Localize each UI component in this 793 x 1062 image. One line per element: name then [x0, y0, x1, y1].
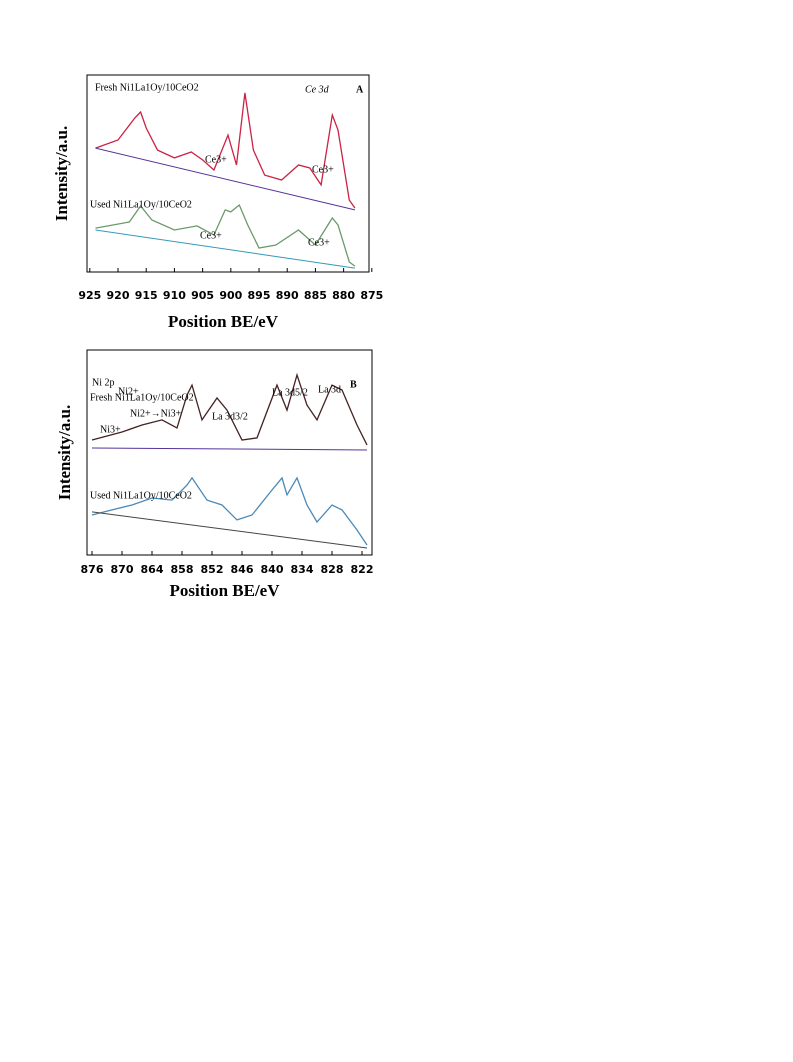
- annotation: Ce3+: [205, 154, 227, 165]
- x-tick-label: 858: [171, 563, 194, 576]
- annotation: B: [350, 379, 357, 390]
- y-axis-title: Intensity/a.u.: [55, 405, 74, 500]
- annotation: La 3d5/2: [272, 387, 308, 398]
- spectrum-line: [91, 372, 368, 446]
- x-tick-label: 870: [111, 563, 134, 576]
- annotation: Fresh Ni1La1Oy/10CeO2: [90, 392, 194, 403]
- annotation: La 3d3/2: [212, 411, 248, 422]
- y-axis-title: Intensity/a.u.: [52, 126, 71, 221]
- annotation: Ni2+: [118, 386, 139, 397]
- x-tick-label: 852: [201, 563, 224, 576]
- x-tick-label: 920: [107, 289, 130, 302]
- x-tick-label: 880: [332, 289, 355, 302]
- annotation: Ni 2p: [92, 377, 115, 388]
- plot-frame: [86, 349, 373, 556]
- x-tick-label: 900: [219, 289, 242, 302]
- x-tick-label: 840: [261, 563, 284, 576]
- annotation: Ce3+: [308, 237, 330, 248]
- spectrum-line: [91, 476, 368, 546]
- x-tick-label: 864: [141, 563, 164, 576]
- annotation: Ce3+: [200, 230, 222, 241]
- annotation: Ce3+: [312, 164, 334, 175]
- spectrum-line: [95, 147, 356, 211]
- annotation: Ce 3d: [305, 84, 330, 95]
- x-tick-label: 910: [163, 289, 186, 302]
- spectrum-line: [95, 92, 356, 209]
- annotation: Fresh Ni1La1Oy/10CeO2: [95, 82, 199, 93]
- x-tick-label: 834: [291, 563, 314, 576]
- spectrum-line: [95, 203, 356, 267]
- annotation: La 3d: [318, 384, 341, 395]
- plot-frame: [86, 74, 370, 273]
- spectrum-line: [91, 447, 368, 451]
- x-tick-label: 890: [276, 289, 299, 302]
- spectrum-line: [91, 511, 368, 549]
- annotation: A: [356, 84, 364, 95]
- x-tick-label: 905: [191, 289, 214, 302]
- x-tick-label: 895: [248, 289, 271, 302]
- x-tick-label: 822: [351, 563, 374, 576]
- x-tick-label: 915: [135, 289, 158, 302]
- annotation: Ni2+→Ni3+: [130, 408, 182, 419]
- x-tick-label: 875: [360, 289, 383, 302]
- x-tick-label: 828: [321, 563, 344, 576]
- x-axis-title: Position BE/eV: [168, 312, 279, 331]
- x-axis-title: Position BE/eV: [169, 581, 280, 600]
- spectrum-line: [95, 229, 355, 269]
- x-tick-label: 846: [231, 563, 254, 576]
- annotation: Used Ni1La1Oy/10CeO2: [90, 490, 192, 501]
- annotation: Used Ni1La1Oy/10CeO2: [90, 199, 192, 210]
- x-tick-label: 876: [81, 563, 104, 576]
- x-tick-label: 885: [304, 289, 327, 302]
- annotation: Ni3+: [100, 424, 121, 435]
- x-tick-label: 925: [78, 289, 101, 302]
